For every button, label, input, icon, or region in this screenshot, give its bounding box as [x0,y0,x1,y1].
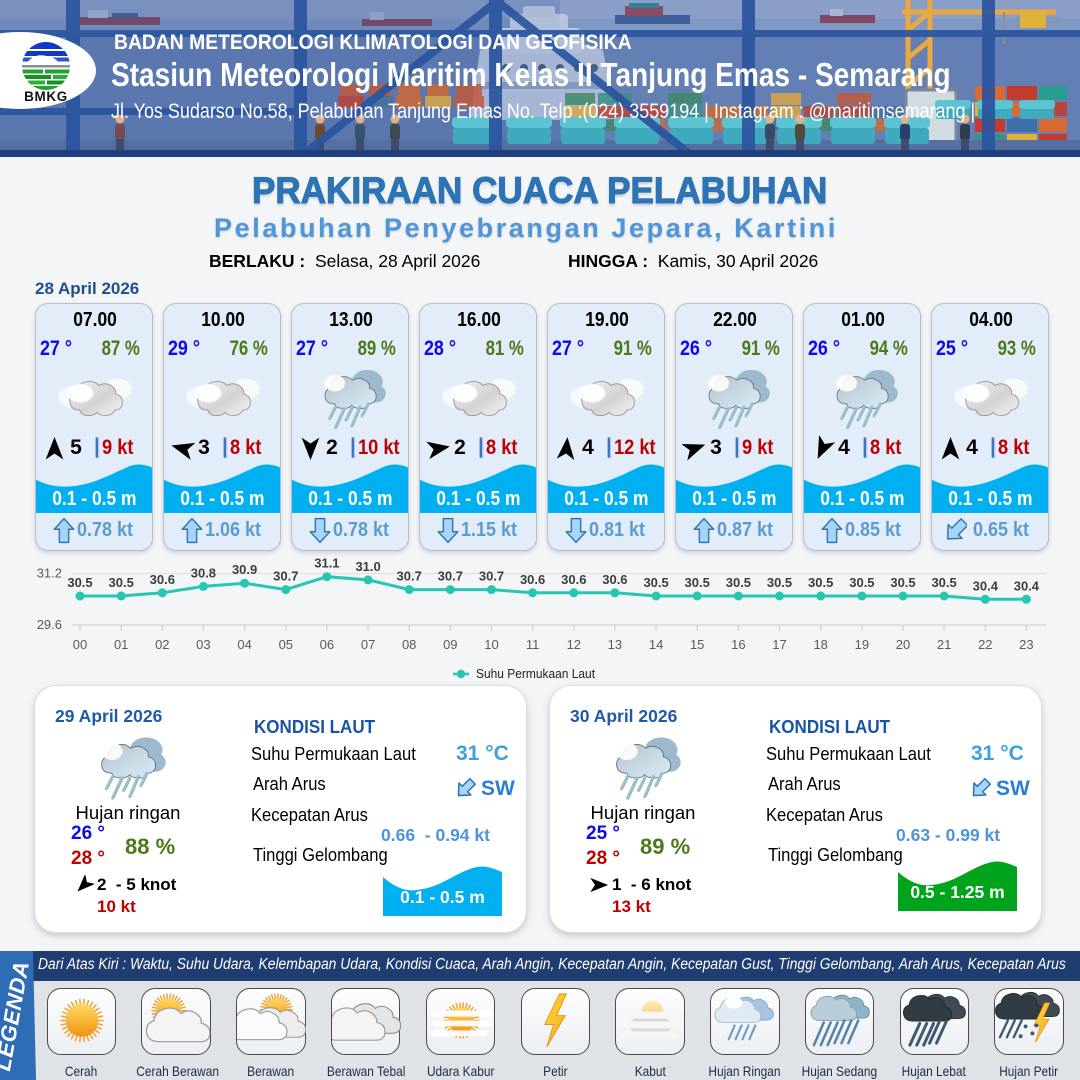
svg-text:23: 23 [1019,637,1033,652]
svg-text:30.7: 30.7 [479,569,504,584]
svg-text:30.7: 30.7 [273,569,298,584]
svg-text:09: 09 [443,637,457,652]
svg-text:11: 11 [526,637,540,652]
svg-text:30.6: 30.6 [602,572,627,587]
svg-text:18: 18 [813,637,827,652]
svg-text:30.5: 30.5 [890,575,915,590]
svg-text:30.5: 30.5 [808,575,833,590]
svg-text:30.5: 30.5 [685,575,710,590]
svg-text:00: 00 [73,637,87,652]
svg-text:21: 21 [937,637,951,652]
svg-text:13: 13 [608,637,622,652]
svg-text:19: 19 [855,637,869,652]
svg-text:30.4: 30.4 [973,578,999,593]
svg-text:31.0: 31.0 [355,559,380,574]
svg-text:07: 07 [361,637,375,652]
svg-text:16: 16 [731,637,745,652]
svg-text:12: 12 [567,637,581,652]
svg-text:15: 15 [690,637,704,652]
svg-text:08: 08 [402,637,416,652]
svg-text:30.7: 30.7 [397,569,422,584]
svg-text:30.8: 30.8 [191,565,216,580]
svg-text:BMKG: BMKG [24,89,68,104]
svg-text:30.6: 30.6 [150,572,175,587]
svg-text:03: 03 [196,637,210,652]
svg-text:30.5: 30.5 [726,575,751,590]
svg-text:30.5: 30.5 [849,575,874,590]
svg-text:30.6: 30.6 [520,572,545,587]
svg-text:31.2: 31.2 [37,566,62,581]
svg-text:30.5: 30.5 [67,575,92,590]
svg-text:06: 06 [320,637,334,652]
svg-text:02: 02 [155,637,169,652]
svg-text:30.4: 30.4 [1014,578,1040,593]
svg-text:04: 04 [237,637,251,652]
svg-text:22: 22 [978,637,992,652]
svg-text:17: 17 [772,637,786,652]
svg-text:31.1: 31.1 [314,556,339,571]
svg-text:05: 05 [279,637,293,652]
svg-text:10: 10 [484,637,498,652]
svg-text:30.6: 30.6 [561,572,586,587]
svg-text:01: 01 [114,637,128,652]
svg-text:30.7: 30.7 [438,569,463,584]
svg-text:14: 14 [649,637,663,652]
svg-text:20: 20 [896,637,910,652]
svg-text:30.5: 30.5 [767,575,792,590]
svg-text:30.9: 30.9 [232,562,257,577]
svg-text:30.5: 30.5 [931,575,956,590]
svg-text:29.6: 29.6 [37,617,62,632]
svg-text:30.5: 30.5 [643,575,668,590]
svg-text:30.5: 30.5 [109,575,134,590]
